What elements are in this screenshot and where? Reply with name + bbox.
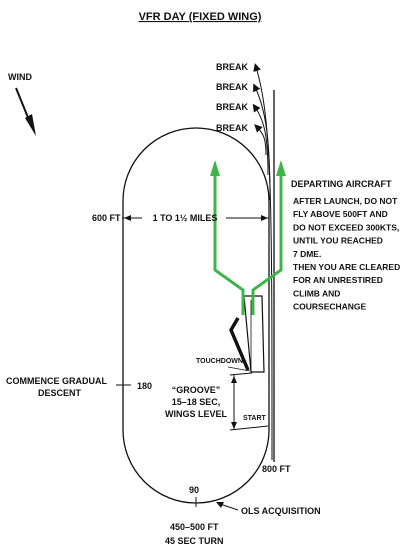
touchdown-label: TOUCHDOWN <box>196 358 243 365</box>
degree-180-label: 180 <box>137 381 152 391</box>
departing-instruction-line: CLIMB AND <box>293 288 340 298</box>
departing-instruction-line: FOR AN UNRESTIRED <box>293 275 383 285</box>
groove-label-1: “GROOVE” <box>172 385 221 395</box>
departing-instruction-line: 7 DME. <box>293 249 321 259</box>
break-arrows <box>252 63 273 461</box>
altitude-800-label: 800 FT <box>262 464 291 474</box>
break-label-1: BREAK <box>216 62 249 72</box>
wind-arrow-icon <box>15 87 36 136</box>
distance-dimension <box>123 215 269 221</box>
groove-dimension <box>229 372 269 431</box>
final-approach-path <box>229 317 250 371</box>
commence-label-1: COMMENCE GRADUAL <box>6 376 107 386</box>
ols-arrow-icon <box>216 502 239 511</box>
commence-label-2: DESCENT <box>38 388 82 398</box>
altitude-450-label: 450–500 FT <box>170 522 219 532</box>
groove-label-3: WINGS LEVEL <box>165 409 228 419</box>
departing-instruction-line: UNTIL YOU REACHED <box>293 236 383 246</box>
departing-instruction-line: DO NOT EXCEED 300KTS, <box>293 222 399 232</box>
break-label-3: BREAK <box>216 102 249 112</box>
altitude-600-label: 600 FT <box>92 213 121 223</box>
break-label-4: BREAK <box>216 123 249 133</box>
departing-instruction-line: FLY ABOVE 500FT AND <box>293 209 388 219</box>
departing-title: DEPARTING AIRCRAFT <box>291 179 392 189</box>
departing-instructions: AFTER LAUNCH, DO NOT FLY ABOVE 500FT AND D… <box>293 196 400 312</box>
departing-instruction-line: COURSECHANGE <box>293 302 367 312</box>
distance-label: 1 TO 1½ MILES <box>153 213 218 223</box>
departing-instruction-line: THEN YOU ARE CLEARED <box>293 262 400 272</box>
carrier-outline <box>243 295 265 373</box>
diagram-title: VFR DAY (FIXED WING) <box>139 11 262 23</box>
groove-label-2: 15–18 SEC, <box>172 397 221 407</box>
departure-paths <box>210 160 286 315</box>
wind-label: WIND <box>8 72 32 82</box>
degree-90-label: 90 <box>189 485 199 495</box>
start-label: START <box>243 415 267 422</box>
ols-label: OLS ACQUISITION <box>241 506 321 516</box>
turn-label: 45 SEC TURN <box>165 536 224 546</box>
break-label-2: BREAK <box>216 82 249 92</box>
departing-instruction-line: AFTER LAUNCH, DO NOT <box>293 196 398 206</box>
